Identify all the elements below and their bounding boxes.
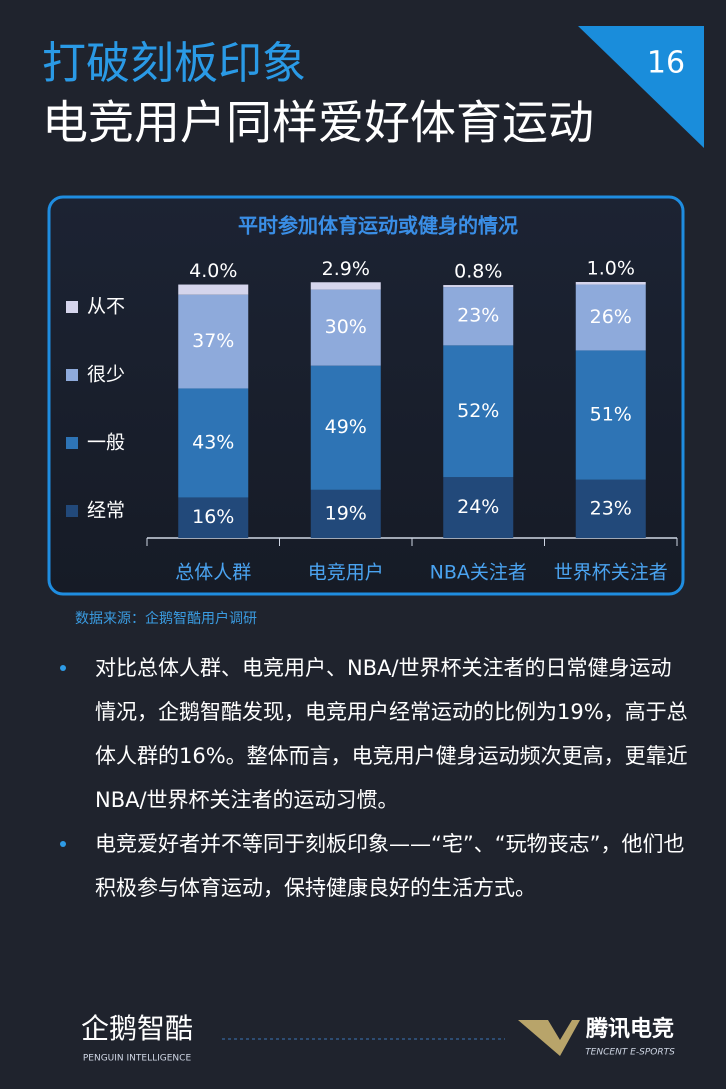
legend-label: 从不: [87, 296, 125, 318]
bar-segment: [443, 285, 514, 288]
value-label: 4.0%: [189, 260, 237, 282]
legend-swatch: [66, 369, 78, 381]
bar-segment: [575, 284, 646, 351]
footer-right-logo: 腾讯电竞: [586, 1016, 674, 1042]
bullet-list: 对比总体人群、电竞用户、NBA/世界杯关注者的日常健身运动情况，企鹅智酷发现，电…: [60, 646, 690, 910]
legend-label: 一般: [87, 432, 125, 454]
page-number: 16: [647, 46, 685, 81]
bar-segment: [178, 284, 249, 295]
bar-segment: [575, 282, 646, 285]
legend-label: 经常: [87, 500, 125, 522]
legend-swatch: [66, 301, 78, 313]
footer-left-logo: 企鹅智酷: [81, 1012, 193, 1045]
bar-segment: [575, 479, 646, 538]
x-tick-label: 电竞用户: [308, 562, 384, 584]
bar-segment: [178, 388, 249, 498]
x-tick-label: 世界杯关注者: [554, 562, 668, 584]
value-label: 16%: [192, 506, 234, 528]
bar-segment: [575, 350, 646, 480]
corner-triangle: [578, 26, 704, 148]
value-label: 23%: [590, 497, 632, 519]
source: 数据来源：企鹅智酷用户调研: [75, 610, 257, 627]
bullet: 电竞爱好者并不等同于刻板印象——“宅”、“玩物丧志”，他们也积极参与体育运动，保…: [60, 822, 690, 910]
bullet: 对比总体人群、电竞用户、NBA/世界杯关注者的日常健身运动情况，企鹅智酷发现，电…: [60, 646, 690, 822]
bar-segment: [443, 287, 514, 346]
bar-segment: [310, 289, 381, 366]
legend-swatch: [66, 505, 78, 517]
value-label: 52%: [457, 400, 499, 422]
x-tick-label: 总体人群: [175, 562, 251, 584]
bar-segment: [443, 345, 514, 478]
value-label: 49%: [325, 416, 367, 438]
footer-right-emblem: [518, 1020, 580, 1056]
value-label: 1.0%: [587, 258, 635, 280]
x-tick-label: NBA关注者: [430, 562, 527, 584]
value-label: 26%: [590, 306, 632, 328]
bar-segment: [310, 365, 381, 490]
bar-segment: [178, 294, 249, 389]
bar-segment: [443, 477, 514, 538]
title: 打破刻板印象: [42, 38, 306, 89]
legend-label: 很少: [87, 364, 125, 386]
value-label: 0.8%: [454, 261, 502, 283]
value-label: 43%: [192, 431, 234, 453]
legend-swatch: [66, 437, 78, 449]
value-label: 2.9%: [322, 258, 370, 280]
footer-right-sub: TENCENT E-SPORTS: [585, 1048, 675, 1058]
bar-segment: [310, 489, 381, 538]
value-label: 37%: [192, 330, 234, 352]
bar-segment: [310, 282, 381, 290]
subtitle: 电竞用户同样爱好体育运动: [42, 96, 594, 150]
bar-segment: [178, 497, 249, 538]
value-label: 23%: [457, 305, 499, 327]
value-label: 51%: [590, 404, 632, 426]
value-label: 24%: [457, 496, 499, 518]
footer-left-sub: PENGUIN INTELLIGENCE: [83, 1054, 192, 1064]
chart-title: 平时参加体育运动或健身的情况: [238, 214, 518, 238]
value-label: 19%: [325, 502, 367, 524]
value-label: 30%: [325, 316, 367, 338]
